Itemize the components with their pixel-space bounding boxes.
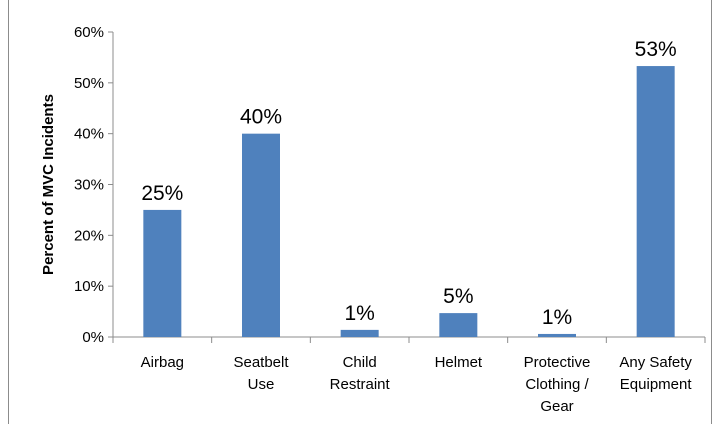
y-tick-label: 10% (74, 278, 104, 295)
y-tick-label: 20% (74, 227, 104, 244)
data-label: 5% (443, 285, 473, 308)
data-label: 1% (542, 306, 572, 329)
bar (439, 313, 478, 337)
x-tick-label: Child Restraint (330, 354, 391, 393)
y-tick-label: 40% (74, 126, 104, 143)
x-tick-label-line: Child (343, 354, 377, 371)
axes (108, 31, 706, 343)
y-tick-label: 0% (82, 329, 104, 346)
y-tick-label: 50% (74, 75, 104, 92)
x-tick-label-line: Airbag (141, 354, 184, 371)
x-tick-label-line: Use (248, 376, 275, 393)
x-tick-label: Helmet (435, 354, 483, 371)
chart-frame (8, 0, 712, 424)
bar (538, 333, 576, 337)
x-tick-label-line: Restraint (330, 376, 391, 393)
x-tick-label-line: Clothing / (525, 376, 589, 393)
bar (143, 209, 182, 337)
y-tick-label: 30% (74, 177, 104, 194)
labels: 0% 10% 20% 30% 40% 50% 60% 25% Airbag 40% Seatbelt… (74, 24, 692, 415)
data-label: 53% (635, 38, 677, 61)
data-label: 25% (141, 182, 183, 205)
x-tick-label-line: Protective (524, 354, 591, 371)
x-tick-label-line: Equipment (620, 376, 693, 393)
x-tick-label: Seatbelt Use (233, 354, 289, 393)
data-label: 40% (240, 106, 282, 129)
data-label: 1% (344, 302, 374, 325)
x-tick-label: Airbag (141, 354, 184, 371)
x-tick-label-line: Any Safety (619, 354, 692, 371)
x-tick-label: Protective Clothing / Gear (524, 354, 591, 415)
x-tick-label-line: Gear (540, 398, 573, 415)
bar (242, 133, 280, 337)
y-axis-title: Percent of MVC Incidents (40, 94, 57, 275)
bar (340, 329, 379, 337)
x-tick-label: Any Safety Equipment (619, 354, 692, 393)
x-tick-label-line: Helmet (435, 354, 483, 371)
bars (143, 66, 675, 337)
y-tick-label: 60% (74, 24, 104, 41)
x-tick-label-line: Seatbelt (233, 354, 289, 371)
bar (636, 66, 675, 337)
